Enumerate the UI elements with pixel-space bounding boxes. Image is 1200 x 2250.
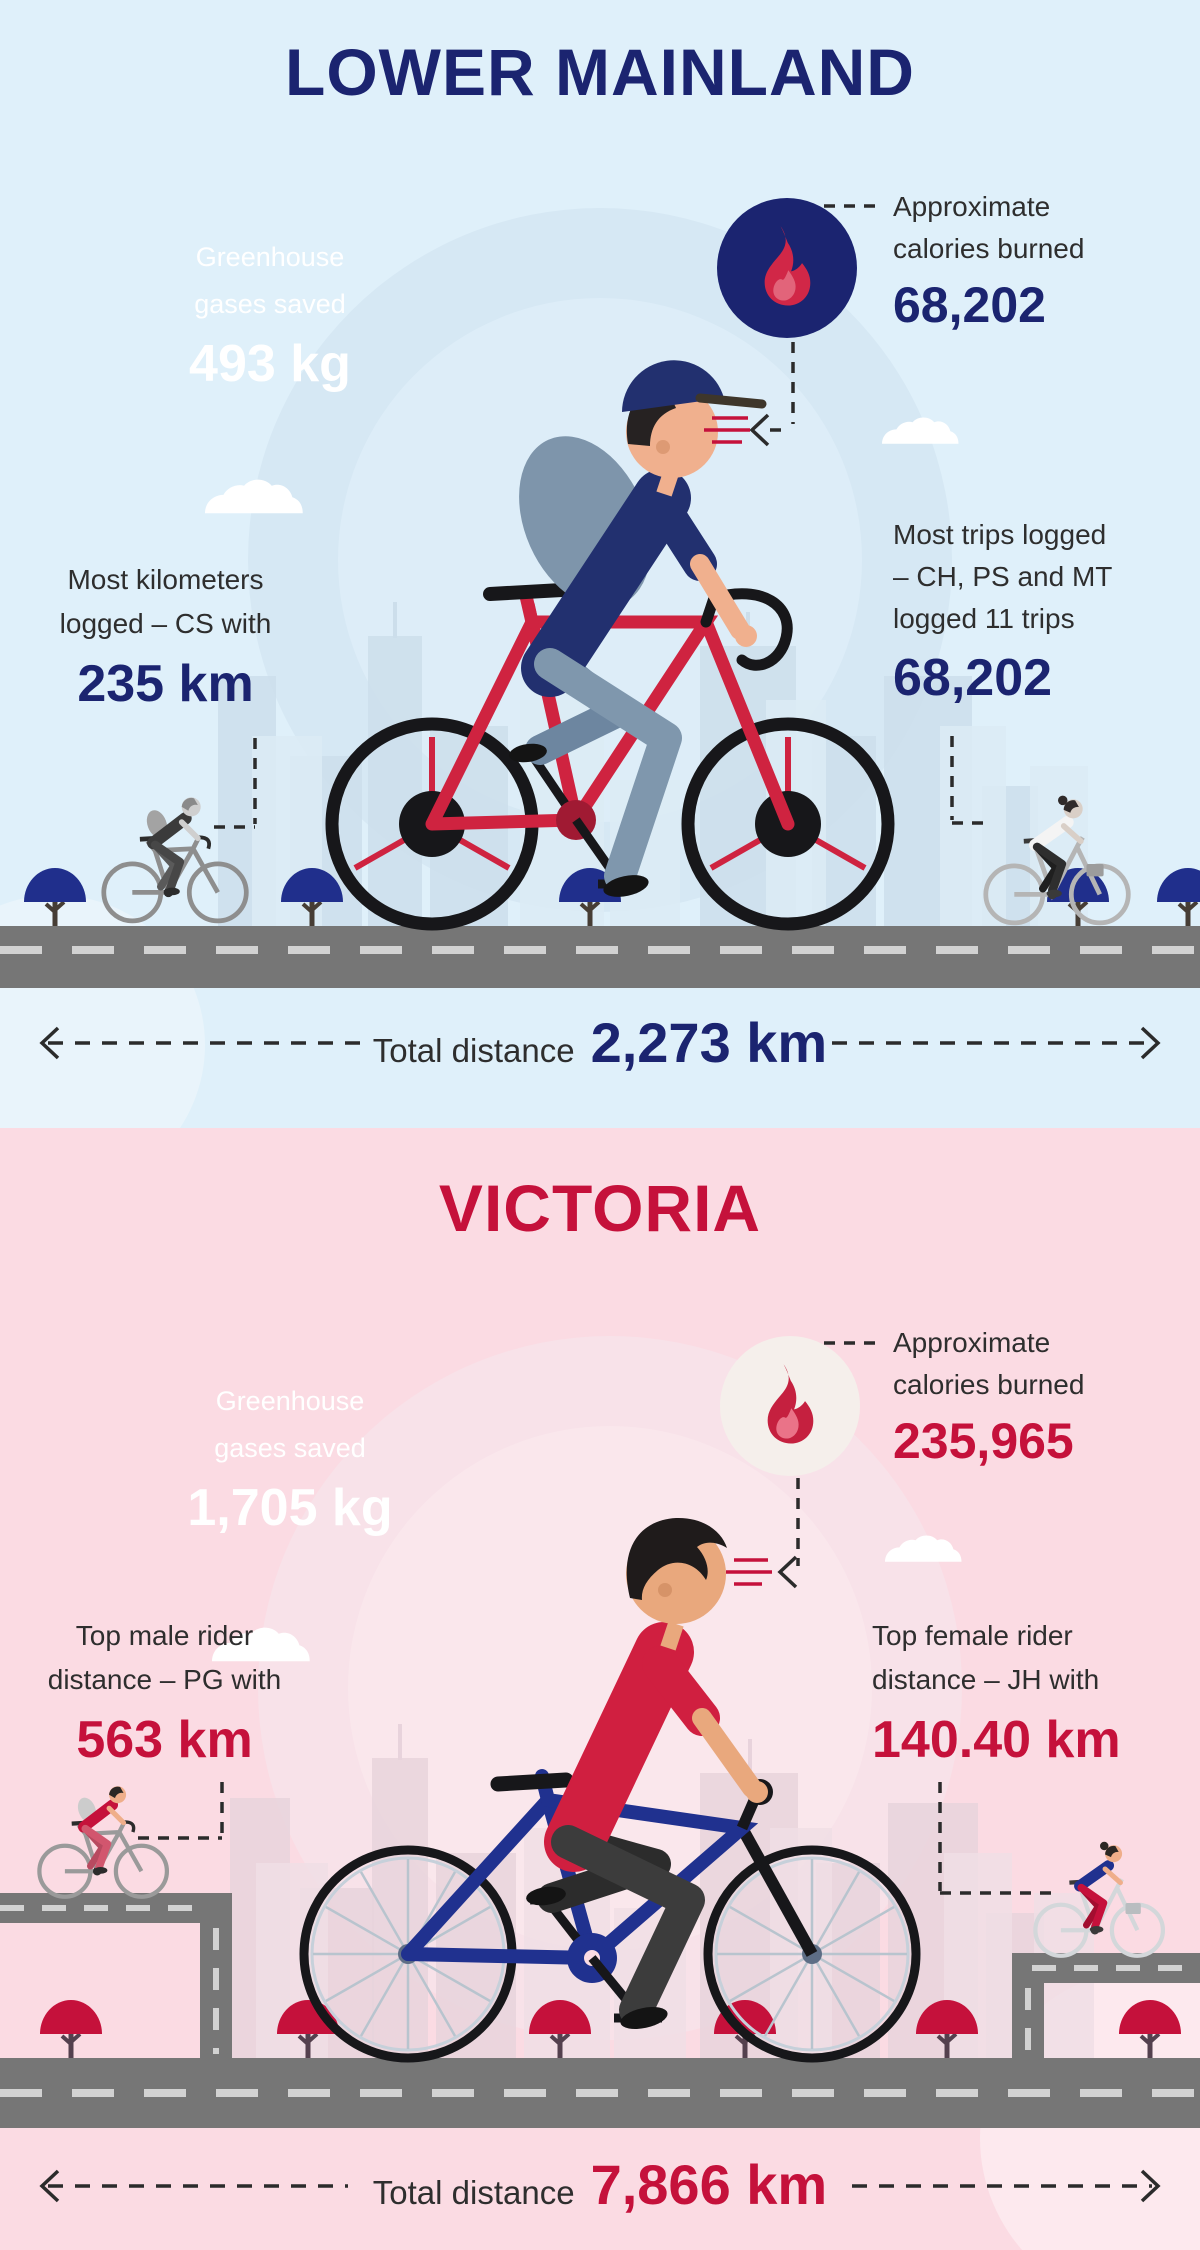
- greenhouse-gases-badge: Greenhouse gases saved 1,705 kg: [60, 1290, 520, 1608]
- stat-line: Most trips logged: [893, 519, 1107, 550]
- main-cyclist: [325, 360, 895, 931]
- top-male-rider-stat: Top male rider distance – PG with 563 km: [12, 1614, 317, 1770]
- stat-line: Top female rider: [872, 1620, 1073, 1651]
- arrow-to-face-icon: [777, 1555, 798, 1589]
- leader-lines: [214, 204, 990, 829]
- stat-value: 68,202: [893, 649, 1053, 707]
- stat-value: 563 km: [76, 1711, 253, 1769]
- small-cyclist-right: [983, 795, 1131, 926]
- calories-burned-stat: Approximate calories burned 235,965: [893, 1322, 1183, 1470]
- victoria-illustration: [0, 1336, 1200, 2250]
- total-distance-label: Total distance: [372, 1032, 575, 1069]
- lower-mainland-illustration: [0, 198, 1200, 1060]
- main-cyclist: [299, 1517, 921, 2063]
- calories-value: 68,202: [893, 277, 1046, 333]
- small-cyclist-left: [37, 1786, 170, 1899]
- stat-value: 140.40 km: [872, 1711, 1121, 1769]
- greenhouse-label-line1: Greenhouse: [195, 242, 345, 272]
- small-cyclist-left: [101, 797, 249, 924]
- speed-lines-icon: [704, 416, 750, 444]
- greenhouse-label-line2: gases saved: [194, 289, 346, 319]
- stat-line: distance – PG with: [47, 1664, 282, 1695]
- leader-lines: [138, 1341, 1056, 1895]
- greenhouse-value: 1,705 kg: [187, 1479, 393, 1537]
- road: [0, 1893, 1200, 2128]
- small-cyclist-right: [1033, 1841, 1166, 1958]
- victoria-title: VICTORIA: [438, 1171, 762, 1245]
- stat-line: Top male rider: [75, 1620, 254, 1651]
- calories-label-line2: calories burned: [893, 1369, 1085, 1400]
- section-victoria: VICTORIA Greenhouse gases saved 1,705 kg…: [0, 1128, 1200, 2250]
- calories-value: 235,965: [893, 1413, 1074, 1469]
- stat-line: Most kilometers: [67, 564, 264, 595]
- total-distance-arrows: [39, 2169, 1161, 2203]
- stat-line: logged – CS with: [59, 608, 272, 639]
- calories-label-line2: calories burned: [893, 233, 1085, 264]
- road: [0, 926, 1200, 988]
- total-distance: Total distance 2,273 km: [0, 1010, 1200, 1075]
- most-kilometers-stat: Most kilometers logged – CS with 235 km: [18, 558, 313, 714]
- calories-label-line1: Approximate: [893, 1327, 1051, 1358]
- most-trips-stat: Most trips logged – CH, PS and MT logged…: [893, 514, 1183, 708]
- flame-icon: [720, 1336, 860, 1476]
- greenhouse-label-line1: Greenhouse: [215, 1386, 365, 1416]
- lower-mainland-title: LOWER MAINLAND: [285, 35, 915, 109]
- top-female-rider-stat: Top female rider distance – JH with 140.…: [872, 1614, 1172, 1770]
- stat-line: distance – JH with: [872, 1664, 1100, 1695]
- total-distance-arrows: [39, 1026, 1161, 1060]
- greenhouse-label-line2: gases saved: [214, 1433, 366, 1463]
- total-distance-label: Total distance: [372, 2174, 575, 2211]
- flame-icon: [717, 198, 857, 338]
- greenhouse-value: 493 kg: [189, 335, 351, 393]
- stat-value: 235 km: [77, 655, 254, 713]
- arrow-to-face-icon: [749, 413, 770, 447]
- speed-lines-icon: [726, 1558, 772, 1586]
- stat-line: logged 11 trips: [893, 603, 1075, 634]
- total-distance-value: 2,273 km: [590, 1011, 828, 1074]
- total-distance-value: 7,866 km: [590, 2153, 828, 2216]
- total-distance: Total distance 7,866 km: [0, 2152, 1200, 2217]
- calories-burned-stat: Approximate calories burned 68,202: [893, 186, 1173, 334]
- calories-label-line1: Approximate: [893, 191, 1051, 222]
- section-lower-mainland: LOWER MAINLAND Greenhouse gases saved 49…: [0, 0, 1200, 1128]
- greenhouse-gases-badge: Greenhouse gases saved 493 kg: [100, 164, 440, 464]
- stat-line: – CH, PS and MT: [893, 561, 1113, 592]
